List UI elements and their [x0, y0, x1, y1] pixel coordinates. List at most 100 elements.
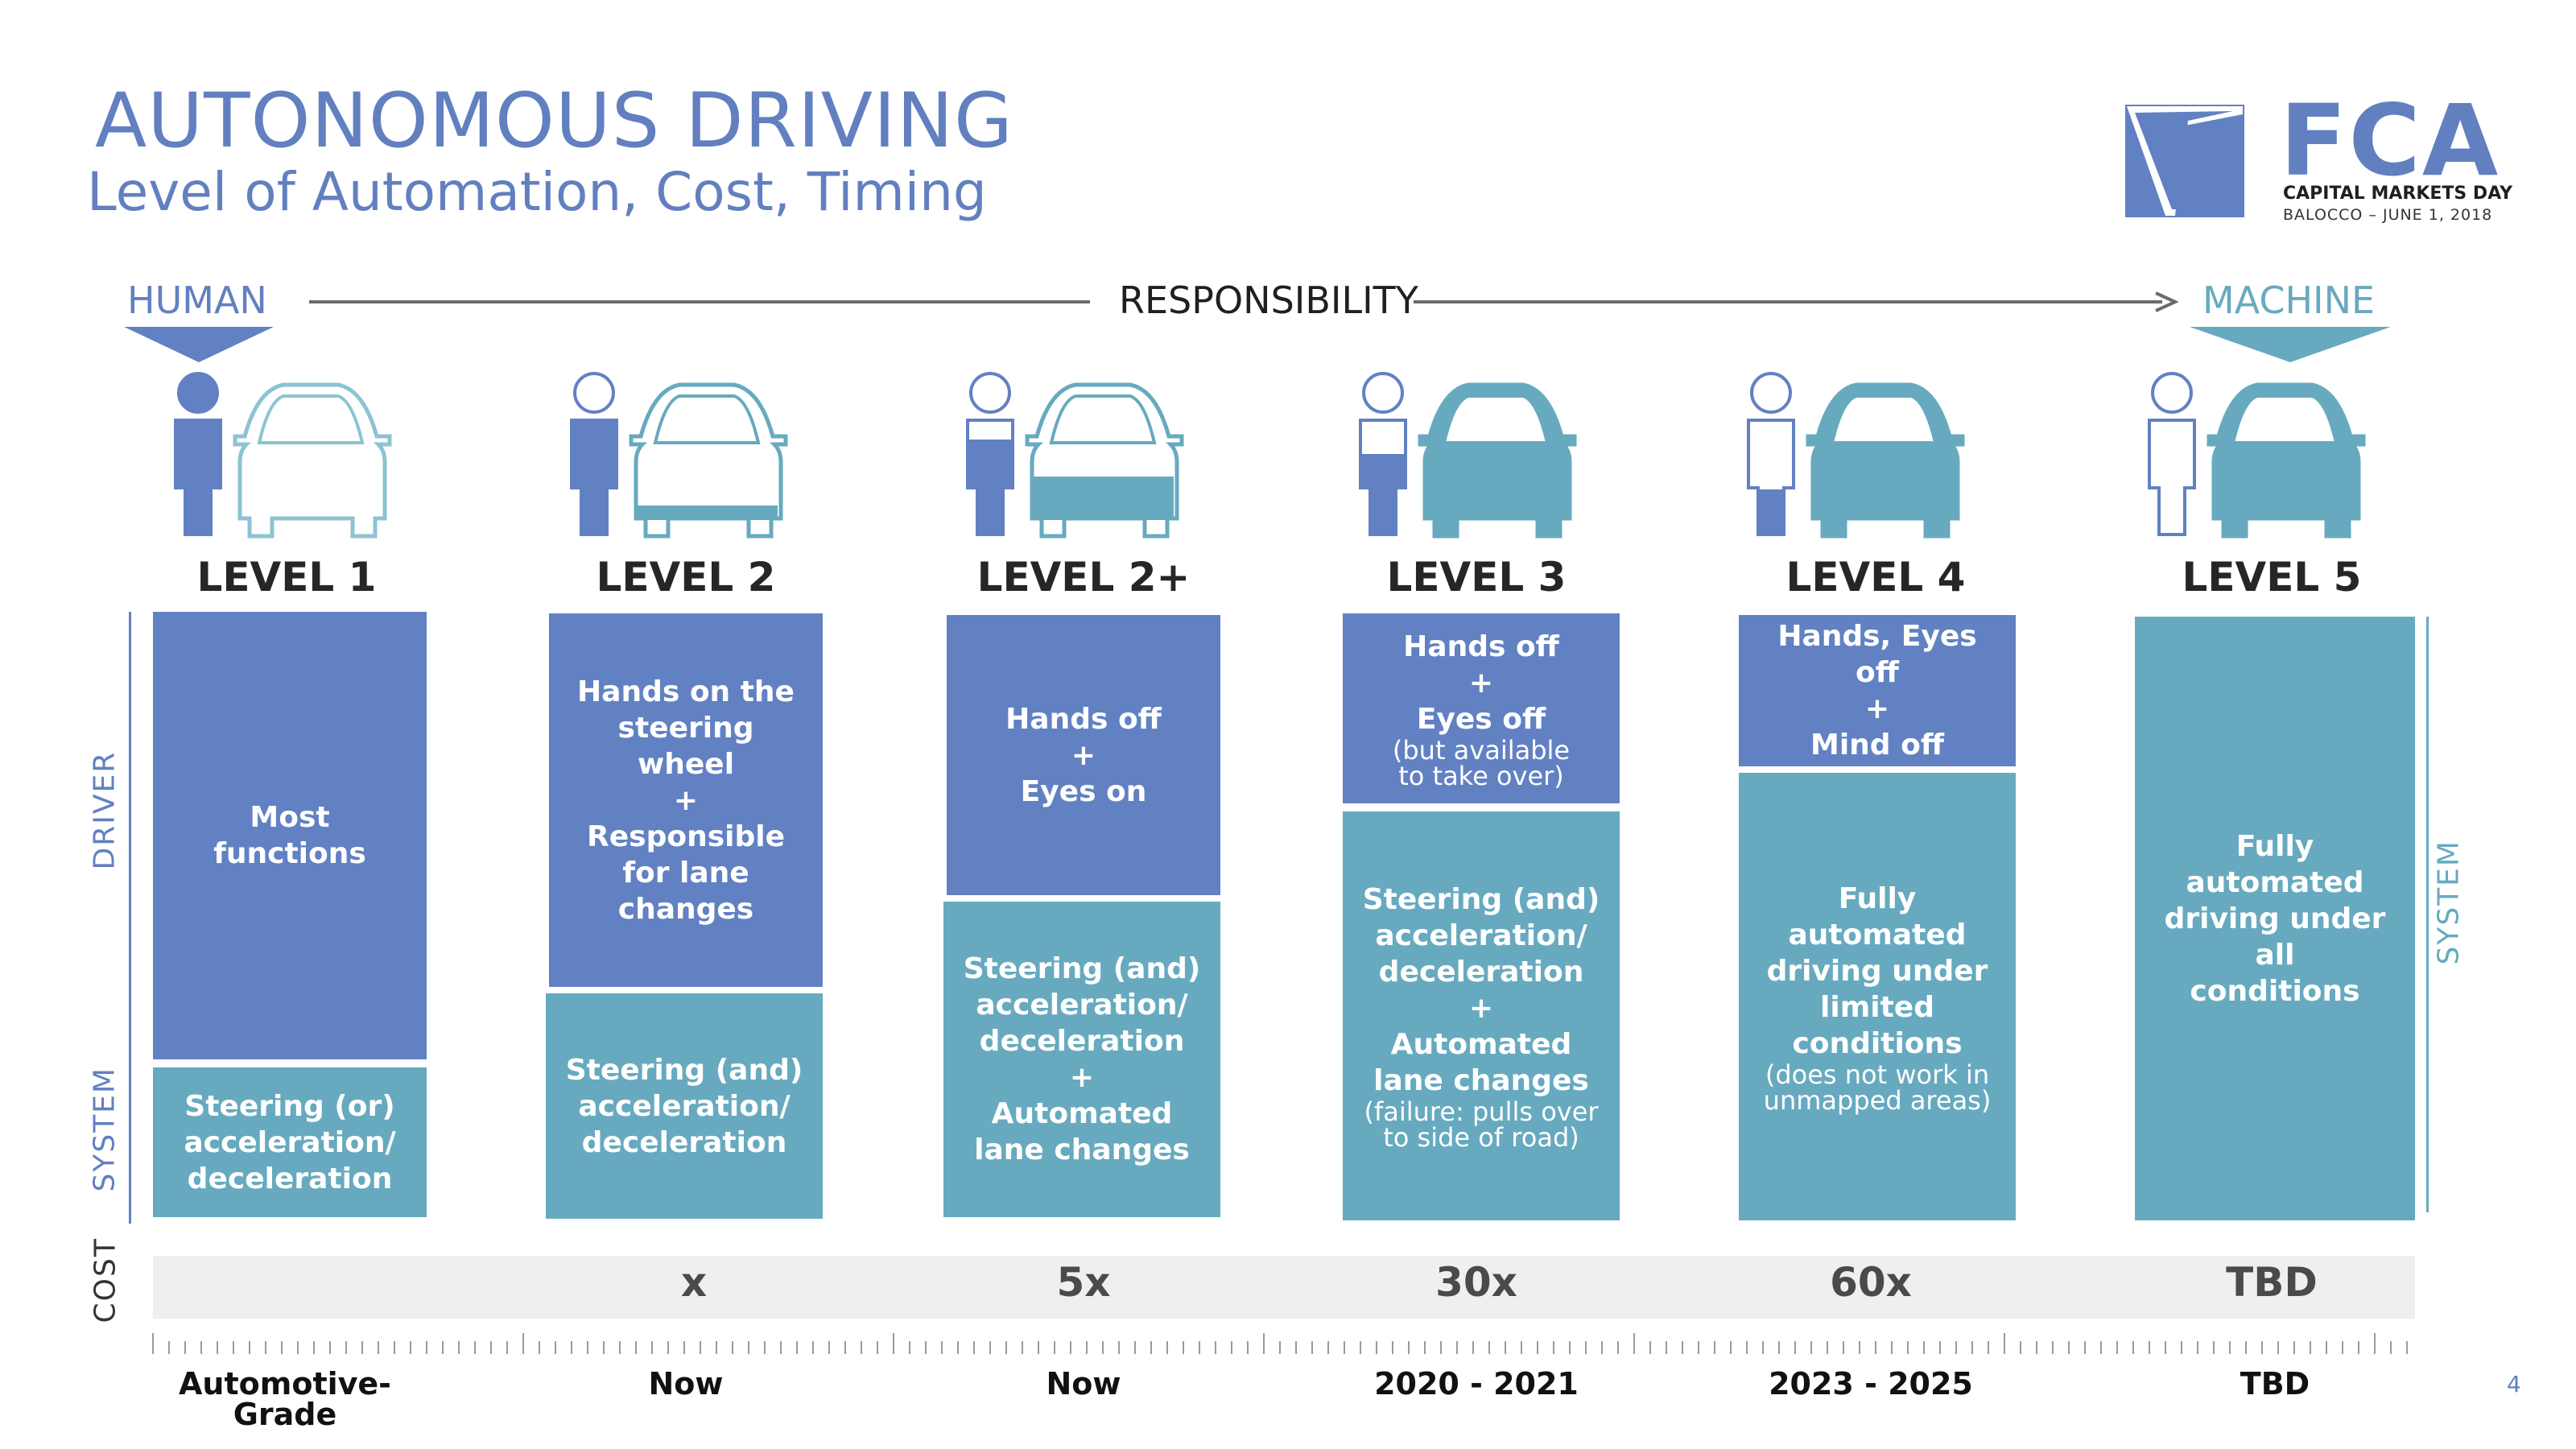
box-text: driving under [1766, 954, 1988, 988]
box-text: deceleration [979, 1025, 1185, 1058]
box-text: lane changes [974, 1133, 1190, 1166]
box-text: + [1069, 1061, 1095, 1094]
box-text: + [1071, 738, 1096, 772]
level-2-icons [557, 370, 799, 539]
level-3-driver-box: Hands off + Eyes off (but available to t… [1343, 613, 1620, 803]
level-heading: LEVEL 2+ [976, 554, 1191, 601]
box-text: Steering (and) [565, 1053, 803, 1087]
box-text: conditions [1792, 1026, 1963, 1060]
timing-label: Automotive-Grade [179, 1366, 391, 1432]
person-car-icon [2148, 372, 2366, 539]
cost-value: 30x [1435, 1259, 1517, 1306]
box-note: to side of road) [1383, 1122, 1579, 1153]
level-4-driver-box: Hands, Eyes off + Mind off [1739, 615, 2016, 766]
box-text: Hands on the [577, 675, 795, 708]
person-car-icon [570, 372, 788, 539]
logo-line-1: CAPITAL MARKETS DAY [2283, 184, 2513, 204]
box-text: Fully [1838, 881, 1917, 915]
box-text: + [1468, 666, 1494, 700]
box-text: Fully automated [2186, 829, 2364, 899]
level-3-icons [1346, 370, 1587, 539]
box-text: driving under all [2164, 902, 2386, 972]
driver-side-label: DRIVER [88, 750, 122, 870]
box-text: functions [213, 837, 366, 870]
box-text: + [1468, 992, 1494, 1025]
box-text: Automated [1390, 1028, 1572, 1061]
fca-wordmark: FCA [2280, 84, 2500, 198]
level-heading: LEVEL 1 [196, 554, 377, 601]
system-side-label-left: SYSTEM [88, 1067, 122, 1192]
box-text: limited [1820, 990, 1934, 1024]
box-text: automated [1788, 918, 1967, 952]
box-note: to take over) [1398, 760, 1564, 791]
box-text: deceleration [581, 1125, 787, 1159]
timing-label: 2020 - 2021 [1374, 1366, 1579, 1402]
box-text: + [673, 783, 699, 817]
driver-axis-line [129, 612, 131, 1224]
box-text: lane changes [1373, 1064, 1589, 1097]
human-marker-icon [124, 327, 274, 362]
level-2plus-system-box: Steering (and) acceleration/ deceleratio… [943, 902, 1220, 1217]
box-text: Most [250, 801, 330, 834]
system-side-label-right: SYSTEM [2432, 840, 2466, 965]
box-text: Hands, Eyes off [1777, 620, 1977, 689]
system-axis-line-right [2426, 617, 2429, 1212]
level-2-system-box: Steering (and) acceleration/ deceleratio… [546, 993, 823, 1219]
cost-bar [153, 1256, 2415, 1319]
machine-label: MACHINE [2202, 279, 2376, 322]
cost-value: x [680, 1259, 708, 1306]
box-text: acceleration/ [578, 1089, 791, 1123]
box-text: Steering (and) [963, 952, 1201, 985]
box-note: (does not work in [1765, 1059, 1990, 1090]
person-car-icon [1359, 372, 1577, 539]
timeline-ruler [152, 1333, 2408, 1354]
level-5-system-box: Fully automated driving under all condit… [2135, 617, 2415, 1220]
person-car-icon [966, 372, 1184, 539]
cost-value: 5x [1056, 1259, 1111, 1306]
arrow-right-icon [2155, 291, 2178, 312]
level-1-driver-box: Most functions [153, 612, 427, 1059]
cost-value: TBD [2226, 1259, 2318, 1306]
responsibility-line-right [1414, 300, 2162, 303]
fca-flag-icon [2125, 105, 2244, 217]
box-text: acceleration/ [184, 1125, 396, 1159]
responsibility-line-left [309, 300, 1090, 303]
box-text: Steering (or) [184, 1089, 395, 1123]
responsibility-label: RESPONSIBILITY [1119, 279, 1418, 322]
box-text: steering wheel [617, 711, 754, 781]
human-label: HUMAN [127, 279, 267, 322]
level-4-icons [1734, 370, 1975, 539]
box-text: Steering (and) [1362, 883, 1600, 916]
box-note: (but available [1392, 734, 1571, 766]
box-text: for lane changes [617, 856, 754, 926]
page-number: 4 [2507, 1371, 2521, 1397]
box-text: deceleration [1378, 956, 1584, 989]
level-4-system-box: Fully automated driving under limited co… [1739, 773, 2016, 1220]
timing-label: Now [1046, 1366, 1121, 1402]
level-heading: LEVEL 5 [2182, 554, 2362, 601]
person-car-icon [1747, 372, 1965, 539]
level-heading: LEVEL 3 [1386, 554, 1567, 601]
machine-marker-icon [2190, 327, 2391, 362]
level-3-system-box: Steering (and) acceleration/ deceleratio… [1343, 811, 1620, 1220]
logo-line-2: BALOCCO – JUNE 1, 2018 [2283, 206, 2493, 224]
box-text: Automated [991, 1097, 1173, 1130]
level-1-icons [161, 370, 402, 539]
cost-side-label: COST [89, 1237, 122, 1323]
box-text: deceleration [187, 1162, 393, 1195]
fca-logo: FCA CAPITAL MARKETS DAY BALOCCO – JUNE 1… [2122, 92, 2541, 225]
box-text: Responsible [587, 819, 785, 853]
box-text: acceleration/ [1375, 919, 1587, 952]
box-text: Hands off [1005, 702, 1162, 736]
page-title: AUTONOMOUS DRIVING [95, 77, 1013, 165]
page-subtitle: Level of Automation, Cost, Timing [87, 161, 987, 223]
box-text: acceleration/ [976, 989, 1188, 1022]
cost-value: 60x [1830, 1259, 1912, 1306]
box-text: Eyes off [1416, 702, 1546, 736]
level-5-icons [2135, 370, 2376, 539]
level-2plus-icons [953, 370, 1195, 539]
box-text: Mind off [1810, 729, 1944, 762]
box-note: unmapped areas) [1763, 1084, 1992, 1116]
box-text: + [1864, 692, 1890, 725]
person-car-icon [174, 372, 392, 539]
